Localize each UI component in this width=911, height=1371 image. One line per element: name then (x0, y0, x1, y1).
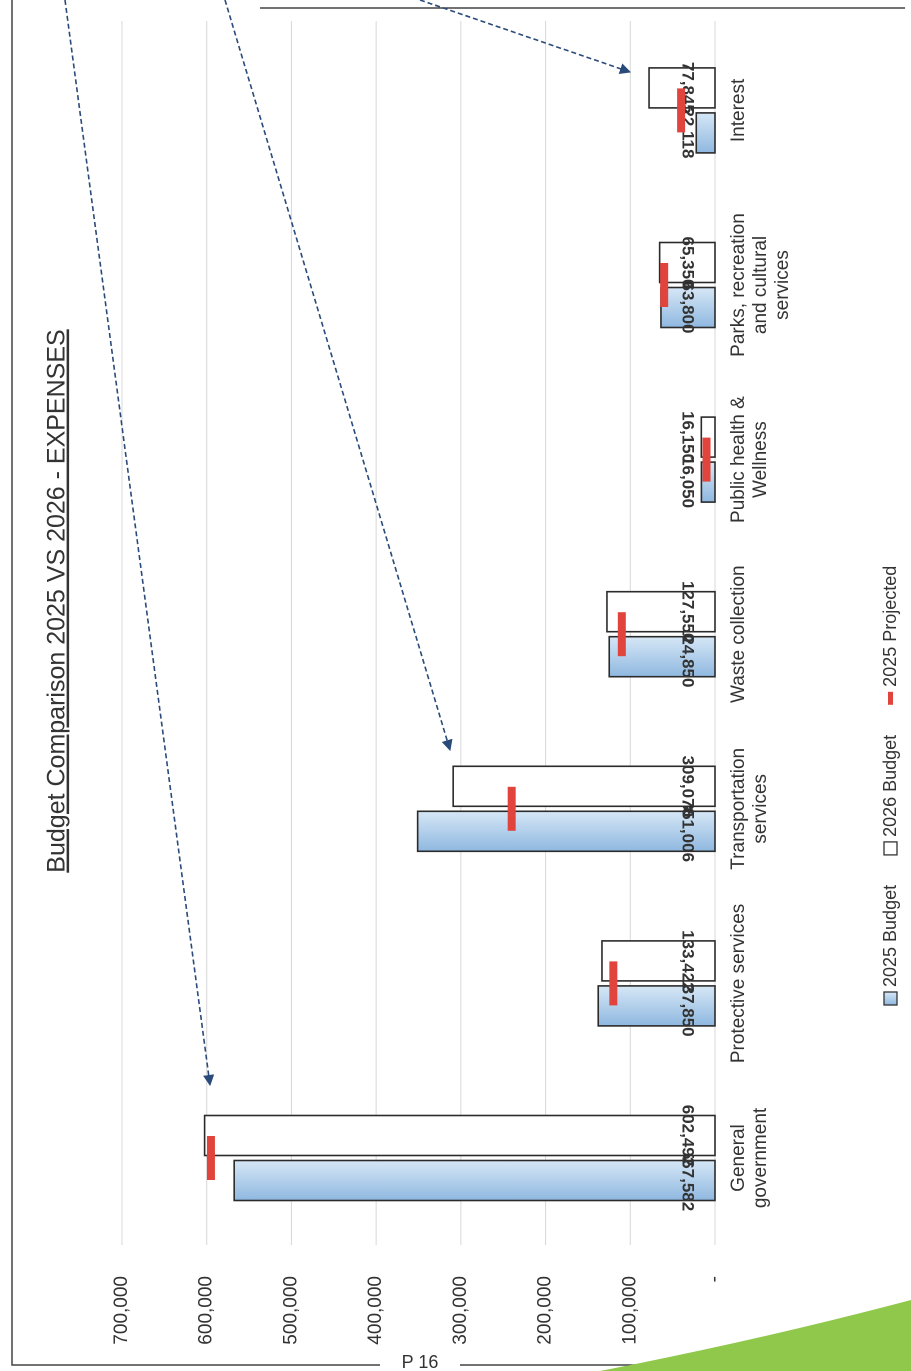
annotation-arrow (64, 0, 215, 1087)
chart: Budget Comparison 2025 VS 2026 - EXPENSE… (43, 21, 900, 1345)
legend-swatch (883, 991, 898, 1006)
data-label: 137,850 (679, 975, 698, 1036)
data-label: 309,070 (679, 756, 698, 817)
chart-title: Budget Comparison 2025 VS 2026 - EXPENSE… (43, 329, 71, 872)
bar (452, 765, 716, 808)
annotation-arrow (419, 0, 632, 75)
data-label: 65,350 (679, 237, 698, 289)
category-label: Transportation services (728, 747, 771, 870)
bar (658, 241, 716, 284)
bar (597, 985, 716, 1027)
legend-swatch (888, 691, 893, 705)
bar (608, 635, 716, 678)
bar (203, 1114, 716, 1157)
legend-label: 2026 Budget (880, 735, 900, 837)
y-tick-label: 400,000 (365, 1276, 386, 1345)
annotation-arrow (224, 0, 453, 752)
category-label: Interest (728, 78, 749, 143)
bar (416, 810, 716, 853)
bar (233, 1159, 716, 1202)
y-tick-label: 500,000 (280, 1276, 301, 1345)
legend-label: 2025 Projected (880, 566, 900, 687)
page-footer: P 16 (402, 1352, 439, 1371)
projected-marker (206, 1136, 215, 1180)
x-tick-label: Interest (728, 78, 749, 143)
x-tick-label: Parks, recreation and cultural services (728, 213, 793, 357)
bar (601, 940, 716, 982)
data-label: 351,006 (679, 801, 698, 862)
y-tick-label: - (704, 1276, 725, 1282)
data-label: 133,422 (679, 930, 698, 991)
projected-marker (660, 263, 669, 307)
category-label: Waste collection (728, 565, 749, 704)
bar (660, 286, 716, 329)
data-label: 127,550 (679, 581, 698, 642)
y-tick-label: 100,000 (619, 1276, 640, 1345)
y-tick-label: 600,000 (196, 1276, 217, 1345)
y-tick-label: 700,000 (111, 1276, 132, 1345)
projected-marker (507, 786, 516, 831)
x-tick-label: Public health & Wellness (728, 396, 771, 523)
decor-swoosh (600, 1300, 911, 1371)
data-label: 567,582 (679, 1150, 698, 1211)
y-tick-label: 200,000 (535, 1276, 556, 1345)
projected-marker (609, 961, 618, 1006)
data-label: 124,850 (679, 626, 698, 687)
footer-bg (380, 1356, 460, 1371)
category-label: Parks, recreation and cultural services (728, 213, 793, 357)
legend-swatch (883, 841, 898, 856)
category-label: Protective services (728, 903, 749, 1064)
x-tick-label: General government (728, 1107, 771, 1209)
data-label: 16,150 (679, 411, 698, 463)
bar (606, 590, 716, 633)
data-label: 602,492 (679, 1105, 698, 1166)
projected-marker (617, 612, 626, 657)
legend-label: 2025 Budget (880, 885, 900, 987)
projected-marker (702, 437, 711, 482)
x-tick-label: Protective services (728, 903, 749, 1064)
page-frame (11, 0, 905, 1366)
projected-marker (677, 88, 686, 133)
category-label: Public health & Wellness (728, 396, 771, 523)
x-tick-label: Waste collection (728, 565, 749, 704)
y-tick-label: 300,000 (450, 1276, 471, 1345)
bar (695, 112, 716, 154)
x-tick-label: Transportation services (728, 747, 771, 870)
data-label: 63,800 (679, 282, 698, 334)
data-label: 16,050 (679, 456, 698, 508)
category-label: General government (728, 1107, 771, 1209)
